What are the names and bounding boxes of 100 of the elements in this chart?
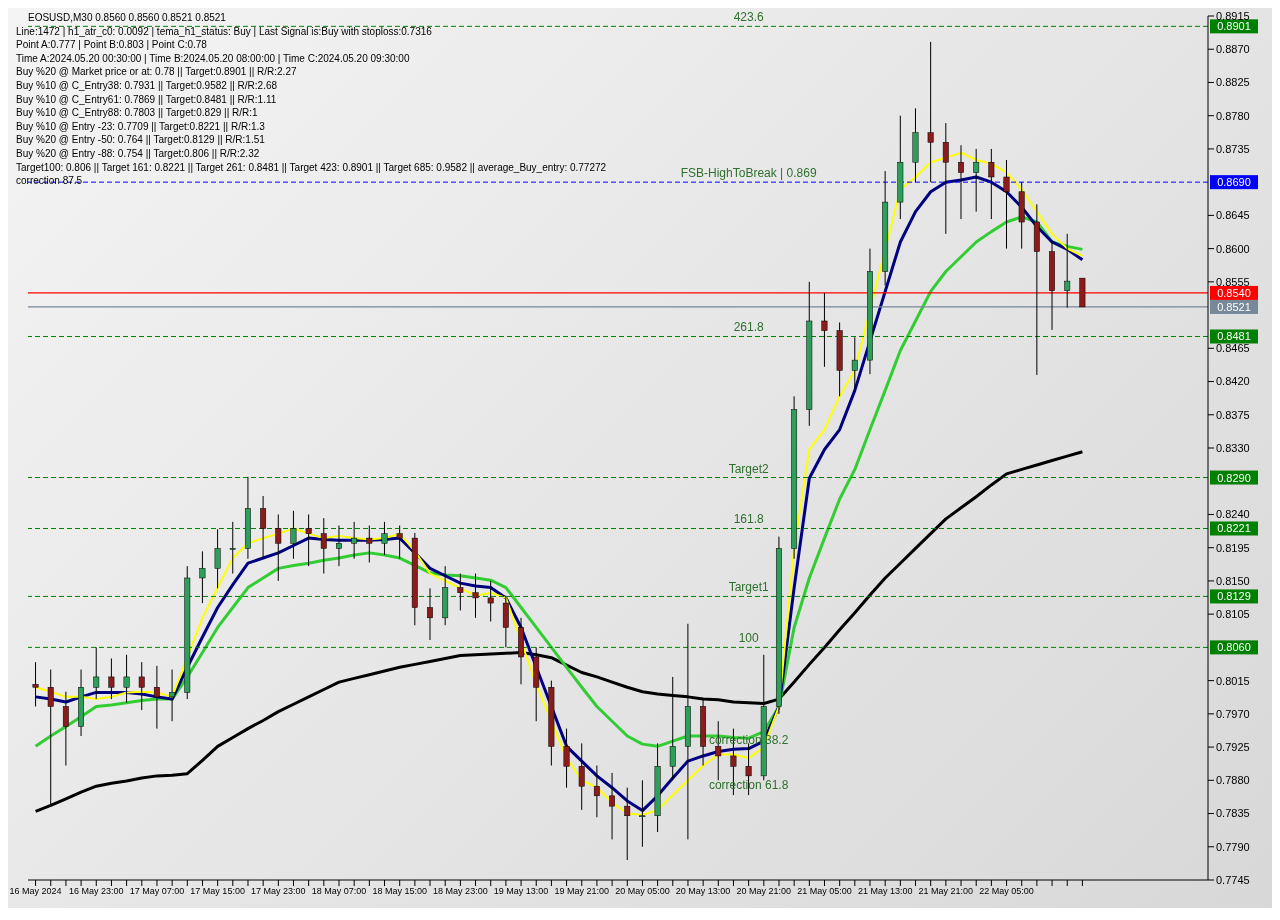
x-tick-label: 17 May 15:00 (190, 886, 245, 897)
candlestick (305, 513, 312, 567)
ref-line-label: 0.8901 (1217, 20, 1251, 33)
ref-line-label: 0.8290 (1217, 471, 1251, 484)
annotation: Buy %20 @ Entry -50: 0.764 || Target:0.8129 || R/R:1.51 (16, 133, 266, 147)
candlestick (457, 573, 464, 611)
x-tick-label: 21 May 13:00 (857, 886, 913, 897)
annotation: 423.6 (733, 10, 764, 25)
y-tick-label: 0.7970 (1216, 707, 1250, 720)
candlestick (1064, 233, 1071, 309)
y-tick-label: 0.8015 (1216, 674, 1250, 687)
candlestick (396, 525, 403, 560)
candlestick (275, 513, 282, 582)
candlestick (851, 336, 858, 390)
ref-line-label: 0.8129 (1217, 590, 1251, 603)
y-tick-label: 0.8915 (1216, 9, 1250, 22)
candlestick (169, 669, 176, 722)
candlestick (320, 517, 327, 575)
candlestick (609, 772, 615, 840)
candlestick (381, 521, 388, 556)
y-tick-label: 0.7835 (1216, 807, 1250, 820)
y-tick-label: 0.7745 (1216, 873, 1250, 886)
y-tick-label: 0.7925 (1216, 740, 1250, 753)
candlestick (123, 654, 130, 704)
candlestick (108, 657, 115, 700)
x-tick-label: 20 May 05:00 (615, 886, 670, 897)
y-tick-label: 0.8555 (1216, 275, 1250, 288)
y-tick-label: 0.8330 (1216, 441, 1250, 454)
x-tick-label: 19 May 13:00 (493, 886, 549, 897)
candlestick (260, 495, 267, 560)
candlestick (1003, 159, 1010, 250)
candlestick (578, 742, 585, 811)
candlestick (229, 521, 236, 575)
annotation: 261.8 (733, 320, 764, 335)
y-tick-label: 0.8105 (1216, 608, 1250, 621)
annotation: 100 (738, 631, 759, 646)
ref-line-label: 0.8221 (1217, 522, 1251, 535)
annotation: correction 87.5 (16, 174, 84, 188)
ref-line-label: 0.8521 (1217, 300, 1251, 313)
ref-line-label: 0.8060 (1217, 641, 1251, 654)
candlestick (366, 525, 373, 563)
y-tick-label: 0.8600 (1216, 242, 1250, 255)
annotation: Time A:2024.05.20 00:30:00 | Time B:2024.05.20 08:00:00 | Time C:2024.05.20 09:30:00 (16, 51, 411, 66)
candlestick (153, 665, 160, 730)
y-tick-label: 0.8735 (1216, 142, 1250, 155)
annotation: Buy %20 @ Entry -88: 0.754 || Target:0.806 || R/R:2.32 (16, 146, 261, 161)
x-tick-label: 17 May 07:00 (129, 886, 185, 897)
annotation: Buy %10 @ Entry -23: 0.7709 || Target:0.8221 || R/R:1.3 (16, 119, 266, 134)
candlestick (669, 676, 676, 781)
annotation: 161.8 (733, 512, 764, 527)
y-tick-label: 0.8420 (1216, 375, 1250, 388)
x-tick-label: 17 May 23:00 (251, 886, 306, 897)
candlestick (62, 691, 69, 767)
x-tick-label: 20 May 21:00 (736, 886, 792, 897)
y-tick-label: 0.8780 (1216, 109, 1250, 122)
candlestick (593, 765, 600, 818)
y-tick-label: 0.7790 (1216, 840, 1250, 853)
y-tick-label: 0.8825 (1216, 76, 1250, 89)
y-tick-label: 0.7880 (1216, 774, 1250, 787)
candlestick (47, 669, 54, 806)
annotation: Buy %10 @ C_Entry38: 0.7931 || Target:0.9582 || R/R:2.68 (16, 78, 279, 93)
x-tick-label: 19 May 21:00 (554, 886, 610, 897)
annotation: FSB-HighToBreak | 0.869 (680, 166, 817, 181)
candlestick (487, 580, 494, 623)
x-tick-label: 22 May 05:00 (979, 886, 1034, 897)
y-tick-label: 0.8150 (1216, 574, 1250, 587)
y-tick-label: 0.8195 (1216, 541, 1250, 554)
x-tick-label: 18 May 23:00 (433, 886, 488, 897)
candlestick (563, 728, 570, 789)
candlestick (32, 661, 39, 707)
candlestick (138, 661, 145, 711)
chart-title: EOSUSD,M30 0.8560 0.8560 0.8521 0.8521 (27, 11, 227, 25)
candlestick (214, 528, 221, 589)
y-tick-label: 0.8465 (1216, 342, 1250, 355)
y-tick-label: 0.8645 (1216, 209, 1250, 222)
candlestick (958, 144, 964, 220)
x-tick-label: 20 May 13:00 (675, 886, 731, 897)
x-tick-label: 18 May 15:00 (372, 886, 427, 897)
candlestick (93, 646, 100, 700)
x-tick-label: 21 May 21:00 (918, 886, 974, 897)
annotation: Buy %10 @ C_Entry61: 0.7869 || Target:0.8481 || R/R:1.11 (16, 92, 278, 107)
x-tick-label: 16 May 2024 (9, 886, 62, 897)
candlestick (427, 587, 433, 641)
annotation: Target1 (728, 580, 769, 595)
annotation: Buy %20 @ Market price or at: 0.78 || Target:0.8901 || R/R:2.27 (16, 65, 298, 79)
annotation: Line:1472 | h1_atr_c0: 0.0092 | tema_h1_status: Buy | Last Signal is:Buy with stoploss:0.7316 (16, 24, 433, 39)
candlestick (973, 148, 980, 213)
y-tick-label: 0.8240 (1216, 508, 1250, 521)
annotation: Buy %10 @ C_Entry88: 0.7803 || Target:0.829 || R/R:1 (16, 106, 259, 120)
candlestick (942, 122, 949, 235)
annotation: Target2 (728, 461, 769, 476)
annotation: Target100: 0.806 || Target 161: 0.8221 || Target 261: 0.8481 || Target 423: 0.8901 || Target 685: 0.9582 || average_Buy_entry: 0.77272 (16, 160, 607, 175)
candlestick (336, 525, 342, 567)
ref-line-label: 0.8481 (1217, 330, 1251, 343)
candlestick (199, 550, 206, 604)
candlestick (351, 521, 358, 560)
candlestick (927, 41, 934, 183)
candlestick (472, 573, 479, 619)
annotation: Point A:0.777 | Point B:0.803 | Point C:0.78 (16, 38, 208, 52)
candlestick (988, 148, 995, 220)
